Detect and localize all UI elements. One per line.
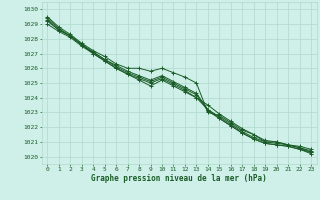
X-axis label: Graphe pression niveau de la mer (hPa): Graphe pression niveau de la mer (hPa) (91, 174, 267, 183)
